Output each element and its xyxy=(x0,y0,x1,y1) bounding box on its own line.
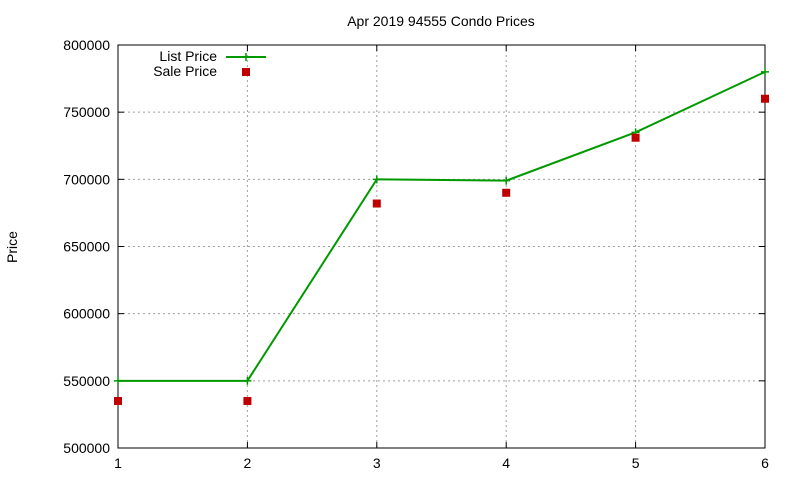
x-tick-label: 2 xyxy=(244,455,252,471)
y-tick-label: 550000 xyxy=(63,373,110,389)
grid xyxy=(118,45,765,448)
y-tick-label: 750000 xyxy=(63,104,110,120)
y-tick-label: 650000 xyxy=(63,239,110,255)
axis-ticks xyxy=(117,44,766,449)
legend-marker xyxy=(242,53,250,61)
y-tick-label: 800000 xyxy=(63,37,110,53)
y-axis-label: Price xyxy=(4,231,20,263)
chart-title: Apr 2019 94555 Condo Prices xyxy=(347,13,535,29)
sale-price-point xyxy=(243,396,252,405)
legend-swatch-list-price xyxy=(226,53,266,61)
list-price-point xyxy=(114,376,122,385)
list-price-point xyxy=(502,176,511,185)
sale-price-point xyxy=(631,133,640,142)
sale-price-point xyxy=(502,188,511,197)
legend-swatch-sale-price xyxy=(242,68,250,76)
x-tick-label: 6 xyxy=(761,455,769,471)
list-price-point xyxy=(761,67,769,76)
x-tick-label: 3 xyxy=(373,455,381,471)
legend-marker xyxy=(242,68,250,76)
list-price-line xyxy=(118,70,766,382)
sale-price-point xyxy=(372,199,381,208)
legend: List Price Sale Price xyxy=(153,48,266,79)
sale-price-point xyxy=(114,396,122,405)
x-tick-label: 5 xyxy=(632,455,640,471)
x-tick-labels: 1 2 3 4 5 6 xyxy=(114,455,769,471)
y-tick-labels: 500000 550000 600000 650000 700000 750000 8000… xyxy=(63,37,110,456)
list-price-point xyxy=(372,175,381,184)
y-tick-label: 700000 xyxy=(63,171,110,187)
list-price-point xyxy=(243,376,252,385)
x-tick-label: 1 xyxy=(114,455,122,471)
x-tick-label: 4 xyxy=(502,455,510,471)
series xyxy=(114,67,769,405)
y-tick-label: 500000 xyxy=(63,440,110,456)
plot-frame xyxy=(117,44,766,449)
legend-label-sale-price: Sale Price xyxy=(153,63,217,79)
y-tick-label: 600000 xyxy=(63,306,110,322)
legend-label-list-price: List Price xyxy=(159,48,217,64)
sale-price-point xyxy=(761,94,769,103)
